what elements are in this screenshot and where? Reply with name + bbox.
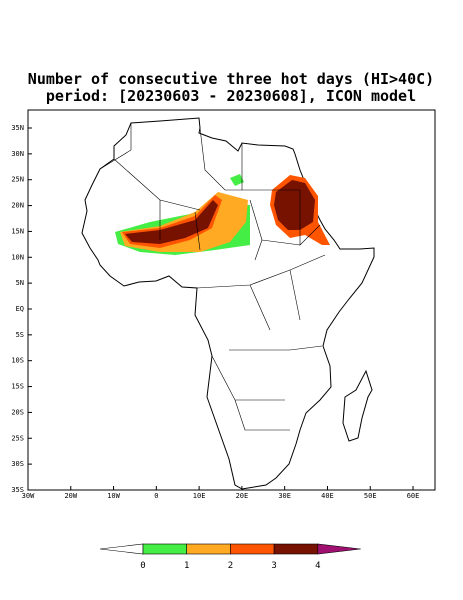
map-frame [27, 109, 436, 491]
lat-tick-label: 35S [11, 486, 24, 494]
axis-ticks: 30W 20W 10W 0 10E 20E 30E 40E 50E 60E 35N 30N 25N 20N… [11, 124, 419, 500]
lon-tick-label: 0 [154, 492, 158, 500]
title-line: Number of consecutive three hot days (HI… [28, 70, 434, 88]
lon-tick-label: 30W [22, 492, 35, 500]
colorbar-label: 4 [315, 561, 320, 571]
colorbar-label: 1 [184, 561, 189, 571]
lat-tick-label: 25N [11, 176, 24, 184]
heat-green [230, 174, 244, 186]
colorbar-box [230, 543, 275, 555]
madagascar [342, 369, 373, 442]
lat-tick-label: 30S [11, 460, 24, 468]
lon-tick-label: 40E [321, 492, 334, 500]
lon-tick-label: 10E [193, 492, 206, 500]
lat-tick-label: 5S [16, 331, 24, 339]
lat-tick-label: 20N [11, 202, 24, 210]
heat-darkred [274, 180, 315, 230]
lat-tick-label: 30N [11, 150, 24, 158]
colorbar-box [273, 543, 319, 555]
country-border [99, 123, 326, 431]
heat-darkred [125, 200, 218, 244]
colorbar-label: 2 [228, 561, 233, 571]
colorbar-box [142, 543, 188, 555]
lat-tick-label: 10S [11, 357, 24, 365]
colorbar: 0 1 2 3 4 [99, 543, 361, 571]
colorbar-label: 3 [271, 561, 276, 571]
lon-tick-label: 20W [64, 492, 77, 500]
lat-tick-label: 15N [11, 227, 24, 235]
colorbar-over [317, 543, 361, 555]
lat-tick-label: 25S [11, 434, 24, 442]
lon-tick-label: 30E [278, 492, 291, 500]
lat-tick-label: 35N [11, 124, 24, 132]
lon-tick-label: 20E [236, 492, 249, 500]
lat-tick-label: 20S [11, 408, 24, 416]
africa-coast [81, 117, 375, 490]
title-line: period: [20230603 - 20230608], ICON mode… [46, 87, 416, 105]
lon-tick-label: 10W [107, 492, 120, 500]
lon-tick-label: 50E [364, 492, 377, 500]
colorbar-under [99, 543, 144, 555]
lat-tick-label: 15S [11, 383, 24, 391]
lat-tick-label: EQ [16, 305, 24, 313]
lat-tick-label: 10N [11, 253, 24, 261]
lat-tick-label: 5N [16, 279, 24, 287]
colorbar-label: 0 [140, 561, 145, 571]
colorbar-box [186, 543, 231, 555]
lon-tick-label: 60E [407, 492, 420, 500]
map-area [81, 117, 375, 490]
